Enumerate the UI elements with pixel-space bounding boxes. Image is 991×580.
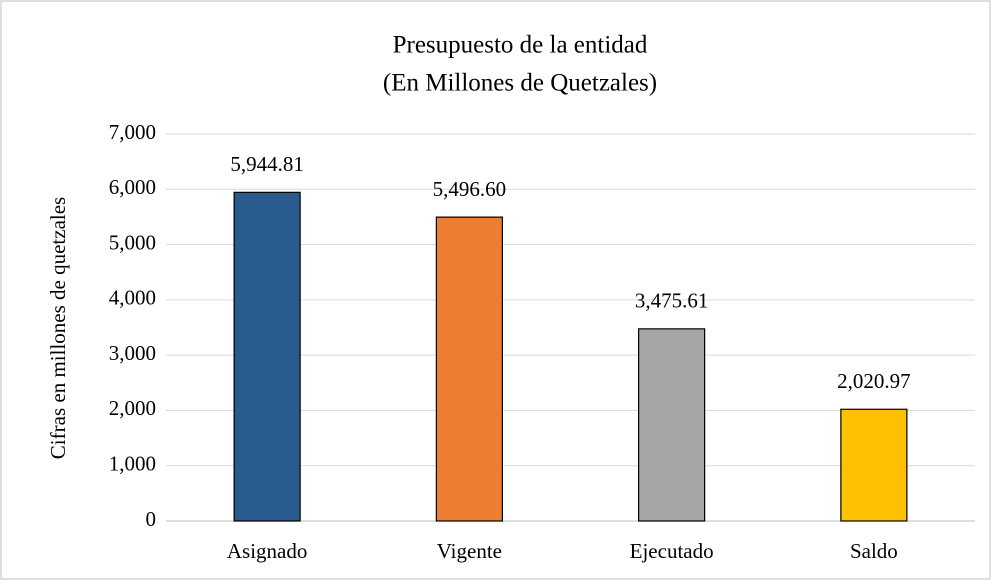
value-label: 3,475.61 [635, 289, 709, 313]
value-label: 2,020.97 [837, 369, 911, 393]
y-tick-label: 1,000 [109, 452, 156, 476]
value-label: 5,944.81 [230, 152, 304, 176]
chart-subtitle: (En Millones de Quetzales) [383, 70, 657, 97]
y-tick-label: 2,000 [109, 396, 156, 420]
y-tick-label: 0 [146, 507, 157, 531]
x-tick-label: Vigente [437, 539, 502, 563]
value-label: 5,496.60 [433, 177, 507, 201]
chart-title: Presupuesto de la entidad [393, 32, 648, 59]
x-tick-label: Saldo [850, 539, 898, 563]
y-tick-label: 6,000 [109, 175, 156, 199]
y-tick-label: 3,000 [109, 341, 156, 365]
x-tick-label: Asignado [227, 539, 308, 563]
y-tick-label: 5,000 [109, 230, 156, 254]
bar [435, 216, 503, 522]
bar [233, 191, 301, 522]
y-tick-label: 7,000 [109, 120, 156, 144]
x-tick-label: Ejecutado [630, 539, 714, 563]
y-axis-label: Cifras en millones de quetzales [46, 197, 70, 459]
bar [840, 408, 908, 522]
y-tick-label: 4,000 [109, 286, 156, 310]
bar [638, 328, 706, 522]
